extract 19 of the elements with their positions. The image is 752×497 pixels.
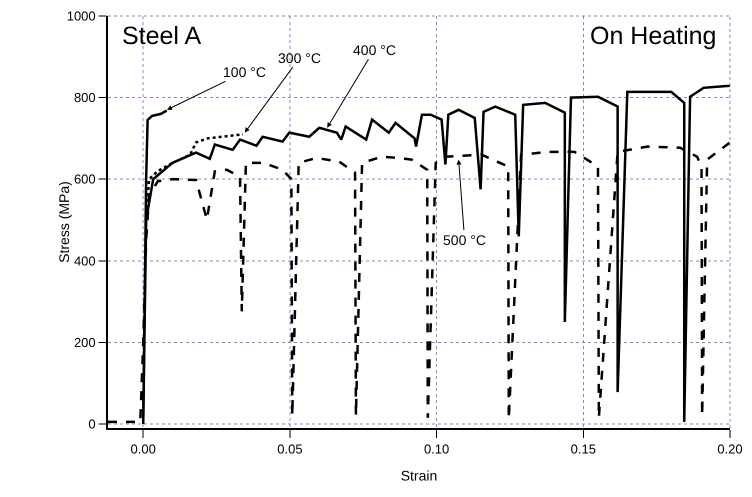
x-tick-label: 0.20 [717, 441, 743, 456]
y-tick-label: 400 [74, 253, 96, 268]
y-tick-label: 800 [74, 90, 96, 106]
y-tick-label: 1000 [66, 8, 96, 24]
annotation: 500 °C [443, 232, 486, 248]
x-tick-label: 0.10 [424, 441, 450, 456]
y-tick-label: 600 [74, 172, 96, 187]
annotation: On Heating [590, 22, 716, 50]
y-tick-label: 0 [88, 416, 96, 432]
x-axis-title: Strain [400, 468, 438, 484]
y-axis-title: Stress (MPa) [56, 181, 72, 263]
annotation: 100 °C [223, 64, 266, 80]
y-tick-label: 200 [74, 334, 96, 350]
annotation: Steel A [122, 22, 202, 50]
x-tick-label: 0.05 [277, 441, 303, 456]
x-tick-label: 0.15 [570, 441, 596, 456]
annotation: 400 °C [353, 42, 396, 58]
x-tick-label: 0.00 [130, 441, 156, 456]
annotation: 300 °C [278, 50, 321, 66]
